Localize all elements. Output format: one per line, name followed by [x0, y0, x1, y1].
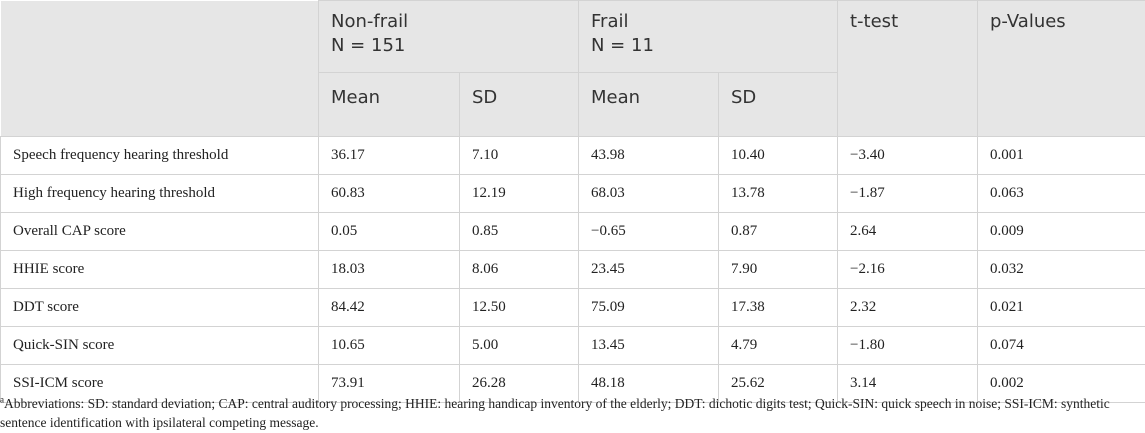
non-frail-mean-cell: 73.91 [318, 364, 460, 403]
header-frail-label: Frail [591, 11, 629, 32]
table-row: SSI-ICM score 73.91 26.28 48.18 25.62 3.14 0.0… [0, 364, 1145, 403]
frail-mean-cell: 43.98 [578, 136, 719, 175]
header-non-frail: Non-frail N = 151 [318, 0, 579, 73]
frail-sd-cell: 17.38 [718, 288, 838, 327]
results-table: Non-frail N = 151 Frail N = 11 t-test p-… [0, 0, 1145, 403]
table-row: Overall CAP score 0.05 0.85 −0.65 0.87 2.64 0.… [0, 212, 1145, 251]
frail-mean-cell: 23.45 [578, 250, 719, 289]
t-test-cell: 3.14 [837, 364, 978, 403]
table-body: Speech frequency hearing threshold 36.17 7… [0, 136, 1145, 403]
frail-mean-cell: 75.09 [578, 288, 719, 327]
measure-cell: Overall CAP score [0, 212, 319, 251]
non-frail-mean-cell: 60.83 [318, 174, 460, 213]
measure-cell: SSI-ICM score [0, 364, 319, 403]
header-t-test: t-test [837, 0, 978, 137]
frail-mean-cell: 13.45 [578, 326, 719, 365]
table-row: Speech frequency hearing threshold 36.17 7… [0, 136, 1145, 175]
frail-sd-cell: 25.62 [718, 364, 838, 403]
frail-sd-cell: 10.40 [718, 136, 838, 175]
frail-sd-cell: 0.87 [718, 212, 838, 251]
p-value-cell: 0.074 [977, 326, 1145, 365]
table-row: HHIE score 18.03 8.06 23.45 7.90 −2.16 0.032 [0, 250, 1145, 289]
header-sd-non-frail: SD [459, 72, 579, 137]
frail-sd-cell: 4.79 [718, 326, 838, 365]
non-frail-mean-cell: 84.42 [318, 288, 460, 327]
non-frail-sd-cell: 7.10 [459, 136, 579, 175]
frail-mean-cell: 48.18 [578, 364, 719, 403]
measure-cell: HHIE score [0, 250, 319, 289]
table-row: DDT score 84.42 12.50 75.09 17.38 2.32 0.021 [0, 288, 1145, 327]
non-frail-sd-cell: 8.06 [459, 250, 579, 289]
t-test-cell: 2.32 [837, 288, 978, 327]
header-sd-frail: SD [718, 72, 838, 137]
frail-sd-cell: 13.78 [718, 174, 838, 213]
t-test-cell: −3.40 [837, 136, 978, 175]
p-value-cell: 0.009 [977, 212, 1145, 251]
table-row: Quick-SIN score 10.65 5.00 13.45 4.79 −1.80 0.… [0, 326, 1145, 365]
measure-cell: Quick-SIN score [0, 326, 319, 365]
measure-cell: Speech frequency hearing threshold [0, 136, 319, 175]
frail-sd-cell: 7.90 [718, 250, 838, 289]
non-frail-mean-cell: 0.05 [318, 212, 460, 251]
p-value-cell: 0.063 [977, 174, 1145, 213]
header-mean-frail: Mean [578, 72, 719, 137]
t-test-cell: −1.87 [837, 174, 978, 213]
measure-cell: DDT score [0, 288, 319, 327]
non-frail-mean-cell: 10.65 [318, 326, 460, 365]
header-p-values: p-Values [977, 0, 1145, 137]
header-frail-n: N = 11 [591, 35, 654, 56]
t-test-cell: −2.16 [837, 250, 978, 289]
non-frail-sd-cell: 26.28 [459, 364, 579, 403]
footnote-marker: a [0, 394, 4, 405]
header-mean-non-frail: Mean [318, 72, 460, 137]
frail-mean-cell: 68.03 [578, 174, 719, 213]
frail-mean-cell: −0.65 [578, 212, 719, 251]
header-frail: Frail N = 11 [578, 0, 838, 73]
p-value-cell: 0.002 [977, 364, 1145, 403]
non-frail-sd-cell: 0.85 [459, 212, 579, 251]
measure-cell: High frequency hearing threshold [0, 174, 319, 213]
p-value-cell: 0.021 [977, 288, 1145, 327]
header-row-stats: Mean SD Mean SD [1, 72, 1145, 137]
header-non-frail-n: N = 151 [331, 35, 406, 56]
t-test-cell: −1.80 [837, 326, 978, 365]
table-row: High frequency hearing threshold 60.83 12.… [0, 174, 1145, 213]
footnote-text: Abbreviations: SD: standard deviation; C… [0, 396, 1110, 430]
footnote: aAbbreviations: SD: standard deviation; … [0, 394, 1140, 432]
t-test-cell: 2.64 [837, 212, 978, 251]
non-frail-sd-cell: 12.50 [459, 288, 579, 327]
header-blank-cell [0, 0, 319, 137]
header-row-groups: Non-frail N = 151 Frail N = 11 t-test p-… [0, 0, 1145, 137]
non-frail-sd-cell: 12.19 [459, 174, 579, 213]
header-non-frail-label: Non-frail [331, 11, 409, 32]
non-frail-sd-cell: 5.00 [459, 326, 579, 365]
p-value-cell: 0.032 [977, 250, 1145, 289]
p-value-cell: 0.001 [977, 136, 1145, 175]
non-frail-mean-cell: 18.03 [318, 250, 460, 289]
non-frail-mean-cell: 36.17 [318, 136, 460, 175]
